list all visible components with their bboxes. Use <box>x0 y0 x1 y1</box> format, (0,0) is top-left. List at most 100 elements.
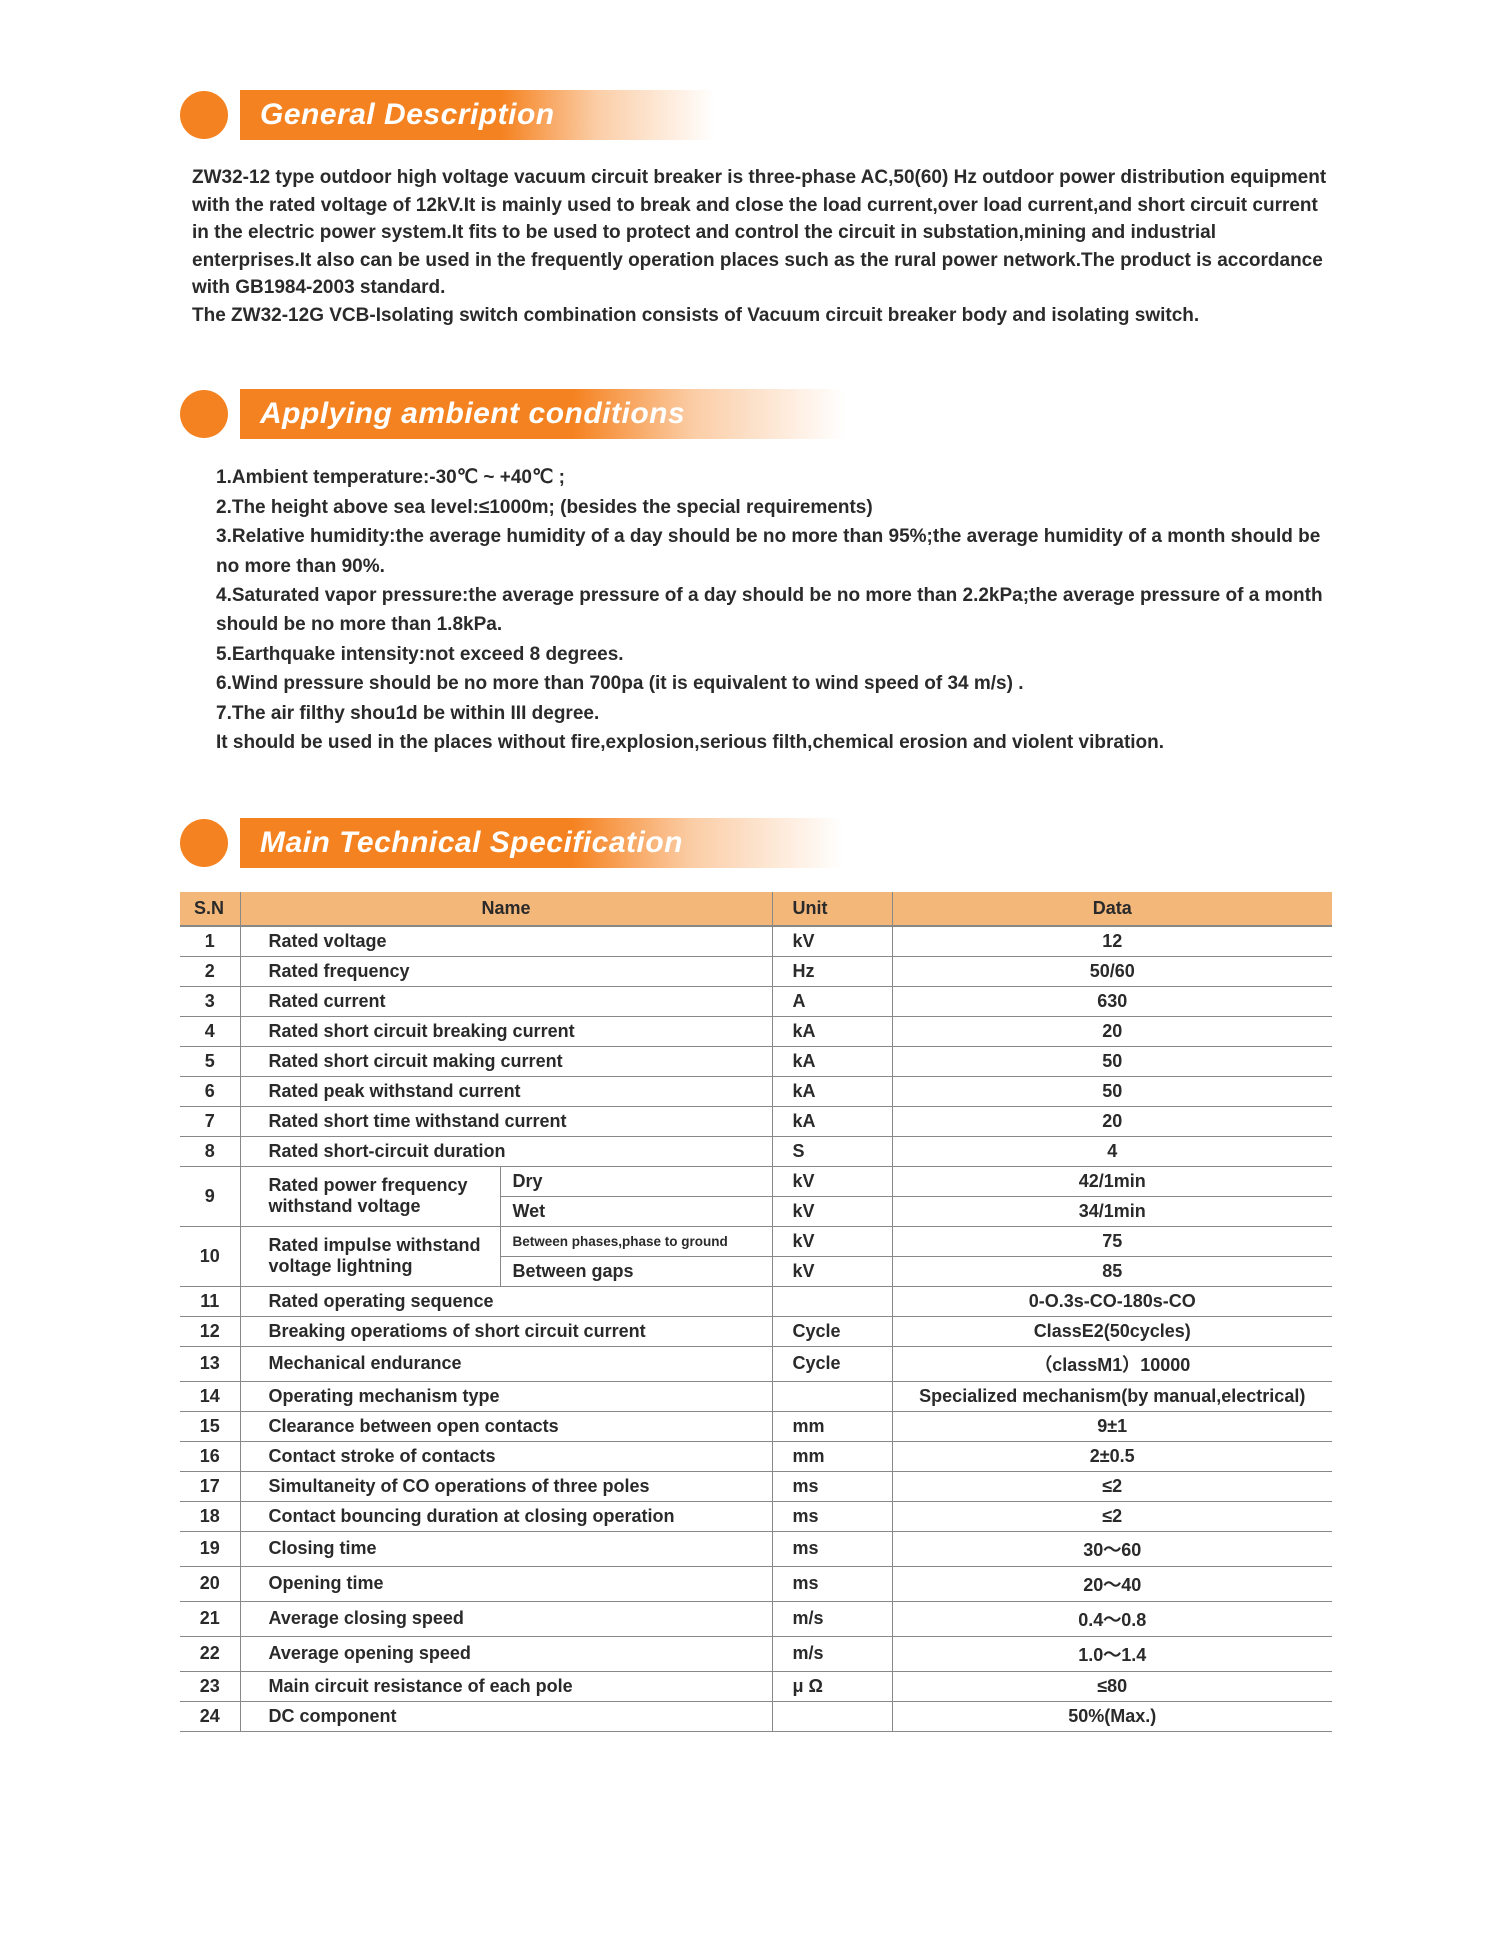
cell-name: Rated impulse withstand voltage lightnin… <box>240 1226 500 1286</box>
section-header-specs: Main Technical Specification <box>180 818 1332 868</box>
cell-sn: 10 <box>180 1226 240 1286</box>
col-data: Data <box>892 892 1332 926</box>
cell-data: 50%(Max.) <box>892 1701 1332 1731</box>
table-row: 18Contact bouncing duration at closing o… <box>180 1501 1332 1531</box>
cell-unit: kA <box>772 1076 892 1106</box>
cell-sn: 9 <box>180 1166 240 1226</box>
general-description-text: ZW32-12 type outdoor high voltage vacuum… <box>192 164 1332 329</box>
cell-data: 20 <box>892 1016 1332 1046</box>
cell-sn: 12 <box>180 1316 240 1346</box>
cell-sn: 14 <box>180 1381 240 1411</box>
cell-sn: 4 <box>180 1016 240 1046</box>
cell-unit: ms <box>772 1531 892 1566</box>
cell-sn: 5 <box>180 1046 240 1076</box>
cell-name: Operating mechanism type <box>240 1381 772 1411</box>
cell-name: Rated short circuit making current <box>240 1046 772 1076</box>
col-unit: Unit <box>772 892 892 926</box>
cell-data: ≤80 <box>892 1671 1332 1701</box>
cell-sn: 15 <box>180 1411 240 1441</box>
cell-sn: 23 <box>180 1671 240 1701</box>
cell-name: Clearance between open contacts <box>240 1411 772 1441</box>
table-row: 7Rated short time withstand currentkA20 <box>180 1106 1332 1136</box>
cell-sn: 17 <box>180 1471 240 1501</box>
table-row: 21Average closing speedm/s0.4～0.8 <box>180 1601 1332 1636</box>
col-name: Name <box>240 892 772 926</box>
table-row: 13Mechanical enduranceCycle（classM1）1000… <box>180 1346 1332 1381</box>
table-row: 10Rated impulse withstand voltage lightn… <box>180 1226 1332 1256</box>
cell-name: Breaking operatioms of short circuit cur… <box>240 1316 772 1346</box>
conditions-list: 1.Ambient temperature:-30℃ ~ +40℃ ;2.The… <box>216 463 1332 757</box>
cell-data: 20 <box>892 1106 1332 1136</box>
cell-unit: kV <box>772 1196 892 1226</box>
table-row: 2Rated frequencyHz50/60 <box>180 956 1332 986</box>
table-row: 16Contact stroke of contactsmm2±0.5 <box>180 1441 1332 1471</box>
cell-subname: Between phases,phase to ground <box>500 1226 772 1256</box>
table-row: 1Rated voltagekV12 <box>180 926 1332 957</box>
cell-data: 85 <box>892 1256 1332 1286</box>
cell-unit: ms <box>772 1501 892 1531</box>
cell-name: Rated frequency <box>240 956 772 986</box>
cell-sn: 18 <box>180 1501 240 1531</box>
cell-sn: 19 <box>180 1531 240 1566</box>
cell-name: Rated short circuit breaking current <box>240 1016 772 1046</box>
cell-data: 12 <box>892 926 1332 957</box>
table-row: 20Opening timems20～40 <box>180 1566 1332 1601</box>
table-row: 9Rated power frequency withstand voltage… <box>180 1166 1332 1196</box>
bullet-icon <box>180 819 228 867</box>
cell-sn: 11 <box>180 1286 240 1316</box>
cell-name: Main circuit resistance of each pole <box>240 1671 772 1701</box>
cell-data: 50/60 <box>892 956 1332 986</box>
cell-data: ≤2 <box>892 1471 1332 1501</box>
cell-unit: kA <box>772 1106 892 1136</box>
cell-name: Rated short time withstand current <box>240 1106 772 1136</box>
cell-data: ClassE2(50cycles) <box>892 1316 1332 1346</box>
cell-unit: A <box>772 986 892 1016</box>
cell-name: Rated operating sequence <box>240 1286 772 1316</box>
cell-data: 30～60 <box>892 1531 1332 1566</box>
cell-data: 42/1min <box>892 1166 1332 1196</box>
cell-name: Contact stroke of contacts <box>240 1441 772 1471</box>
cell-sn: 24 <box>180 1701 240 1731</box>
cell-name: Contact bouncing duration at closing ope… <box>240 1501 772 1531</box>
table-row: 8Rated short-circuit durationS4 <box>180 1136 1332 1166</box>
cell-data: ≤2 <box>892 1501 1332 1531</box>
cell-data: 34/1min <box>892 1196 1332 1226</box>
bullet-icon <box>180 91 228 139</box>
table-row: 3Rated currentA630 <box>180 986 1332 1016</box>
table-row: 11Rated operating sequence 0-O.3s-CO-180s… <box>180 1286 1332 1316</box>
cell-name: Rated short-circuit duration <box>240 1136 772 1166</box>
section-title: General Description <box>240 90 715 140</box>
table-row: 22Average opening speedm/s1.0～1.4 <box>180 1636 1332 1671</box>
cell-sn: 2 <box>180 956 240 986</box>
section-header-conditions: Applying ambient conditions <box>180 389 1332 439</box>
cell-unit: kV <box>772 1256 892 1286</box>
cell-unit: kA <box>772 1016 892 1046</box>
cell-unit: mm <box>772 1411 892 1441</box>
section-title: Main Technical Specification <box>240 818 843 868</box>
cell-unit <box>772 1381 892 1411</box>
cell-name: Rated current <box>240 986 772 1016</box>
table-header-row: S.N Name Unit Data <box>180 892 1332 926</box>
col-sn: S.N <box>180 892 240 926</box>
cell-name: DC component <box>240 1701 772 1731</box>
cell-unit: kV <box>772 1166 892 1196</box>
cell-unit: m/s <box>772 1636 892 1671</box>
cell-unit: Hz <box>772 956 892 986</box>
cell-unit: ms <box>772 1566 892 1601</box>
cell-sn: 22 <box>180 1636 240 1671</box>
cell-name: Rated voltage <box>240 926 772 957</box>
table-row: 15Clearance between open contactsmm9±1 <box>180 1411 1332 1441</box>
cell-data: 1.0～1.4 <box>892 1636 1332 1671</box>
cell-unit: kV <box>772 1226 892 1256</box>
cell-data: 9±1 <box>892 1411 1332 1441</box>
cell-data: 0-O.3s-CO-180s-CO <box>892 1286 1332 1316</box>
cell-data: 50 <box>892 1076 1332 1106</box>
cell-sn: 13 <box>180 1346 240 1381</box>
cell-data: 20～40 <box>892 1566 1332 1601</box>
cell-unit: S <box>772 1136 892 1166</box>
cell-subname: Wet <box>500 1196 772 1226</box>
cell-name: Average opening speed <box>240 1636 772 1671</box>
cell-unit <box>772 1701 892 1731</box>
cell-name: Closing time <box>240 1531 772 1566</box>
table-row: 17Simultaneity of CO operations of three… <box>180 1471 1332 1501</box>
